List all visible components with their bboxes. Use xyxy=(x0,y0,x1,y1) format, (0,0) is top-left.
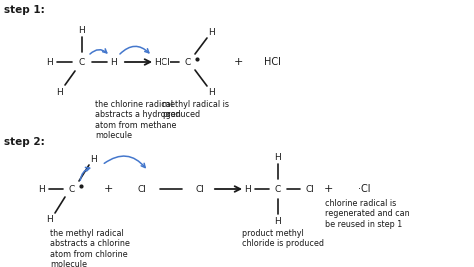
Text: C: C xyxy=(79,57,85,66)
Text: H: H xyxy=(46,214,54,223)
Text: chlorine radical is
regenerated and can
be reused in step 1: chlorine radical is regenerated and can … xyxy=(325,199,410,229)
Text: H: H xyxy=(91,155,97,163)
Text: ·Cl: ·Cl xyxy=(158,57,170,66)
Text: +: + xyxy=(103,184,113,194)
Text: H: H xyxy=(274,217,282,226)
Text: H: H xyxy=(56,88,64,96)
Text: C: C xyxy=(69,184,75,194)
Text: Cl: Cl xyxy=(306,184,314,194)
Text: C: C xyxy=(185,57,191,66)
Text: H: H xyxy=(110,57,118,66)
Text: product methyl
chloride is produced: product methyl chloride is produced xyxy=(242,229,324,248)
Text: step 1:: step 1: xyxy=(4,5,45,15)
Text: Cl: Cl xyxy=(137,184,146,194)
Text: H: H xyxy=(245,184,251,194)
Text: HCl: HCl xyxy=(264,57,281,67)
Text: the chlorine radical
abstracts a hydrogen
atom from methane
molecule: the chlorine radical abstracts a hydroge… xyxy=(95,100,181,140)
Text: methyl radical is
produced: methyl radical is produced xyxy=(162,100,229,119)
Text: H: H xyxy=(79,26,85,34)
Text: +: + xyxy=(323,184,333,194)
Text: H: H xyxy=(155,57,161,66)
Text: H: H xyxy=(46,57,54,66)
Text: H: H xyxy=(209,28,215,37)
Text: Cl: Cl xyxy=(196,184,204,194)
Text: the methyl radical
abstracts a chlorine
atom from chlorine
molecule: the methyl radical abstracts a chlorine … xyxy=(50,229,130,267)
Text: H: H xyxy=(274,152,282,162)
Text: ·Cl: ·Cl xyxy=(358,184,371,194)
Text: step 2:: step 2: xyxy=(4,137,45,147)
Text: H: H xyxy=(38,184,46,194)
Text: C: C xyxy=(275,184,281,194)
Text: +: + xyxy=(233,57,243,67)
Text: H: H xyxy=(209,88,215,96)
